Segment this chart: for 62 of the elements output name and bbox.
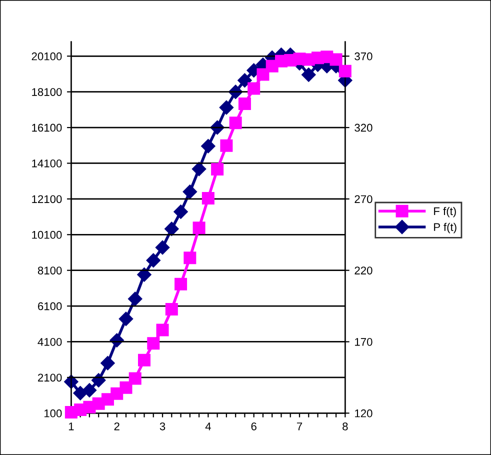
y-tick-label: 8100 (38, 266, 62, 274)
point (182, 184, 197, 199)
point (330, 53, 342, 66)
point (118, 312, 134, 326)
y-tick-label: 18100 (32, 88, 62, 96)
x-tick-label: 7 (296, 422, 302, 430)
point (202, 192, 214, 204)
point (238, 73, 252, 88)
point (146, 253, 160, 268)
y2-tick-label: 370 (354, 52, 372, 60)
point (73, 386, 88, 400)
point (128, 292, 142, 306)
point (201, 139, 216, 154)
y2-tick-label: 120 (355, 409, 372, 418)
point (220, 139, 233, 152)
legend-label: F f(t) (434, 206, 456, 218)
point (256, 68, 270, 81)
y2-tick-label: 220 (354, 266, 372, 274)
x-tick-label: 8 (342, 422, 348, 430)
x-tick-label: 3 (160, 422, 166, 430)
point (192, 222, 206, 234)
y2-tick-label: 320 (354, 124, 372, 132)
legend-label: P f(t) (434, 222, 456, 234)
point (210, 120, 224, 135)
point (164, 222, 179, 236)
point (147, 337, 160, 350)
point (238, 98, 251, 110)
y-tick-label: 12100 (32, 195, 62, 204)
point (219, 100, 234, 115)
point (184, 252, 196, 264)
y-tick-label: 10100 (32, 230, 62, 239)
point (120, 381, 132, 394)
y-tick-label: 4100 (38, 338, 62, 346)
point (82, 383, 97, 398)
point (155, 240, 170, 255)
point (174, 278, 188, 290)
y-tick-label: 2100 (38, 374, 62, 382)
point (229, 116, 242, 130)
point (174, 204, 188, 219)
x-tick-label: 6 (251, 422, 256, 430)
x-tick-label: 2 (114, 422, 120, 430)
point (137, 268, 152, 282)
point (100, 356, 115, 370)
x-tick-label: 1 (68, 422, 74, 430)
y2-tick-label: 170 (355, 338, 372, 346)
point (165, 303, 178, 316)
y-tick-label: 16100 (32, 124, 62, 132)
point (248, 82, 260, 95)
point (192, 162, 206, 176)
point (128, 372, 142, 385)
y-tick-label: 14100 (32, 160, 62, 168)
y-tick-label: 100 (44, 409, 62, 418)
point (138, 354, 151, 366)
point (211, 163, 224, 176)
point (338, 64, 352, 78)
point (92, 373, 106, 388)
point (156, 324, 169, 336)
point (302, 68, 316, 82)
y-tick-label: 20100 (32, 52, 62, 60)
x-tick-label: 4 (205, 422, 211, 430)
y2-tick-label: 270 (354, 195, 372, 204)
y-tick-label: 6100 (38, 302, 62, 310)
